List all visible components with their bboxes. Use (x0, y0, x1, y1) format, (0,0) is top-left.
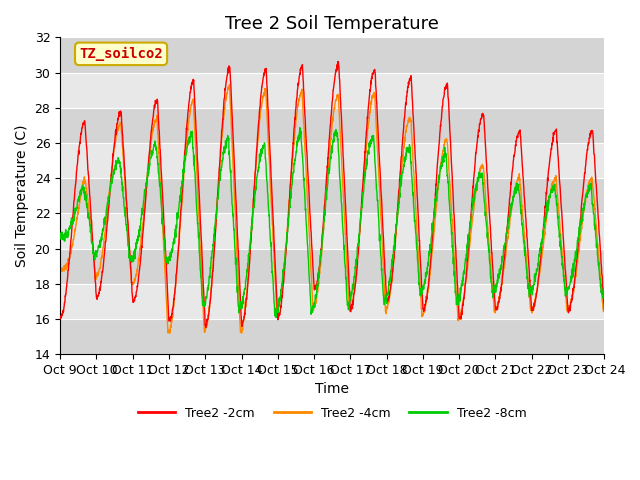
Tree2 -2cm (202, 325, 210, 331)
Bar (60, 108, 604, 143)
Line: Tree2 -2cm: Tree2 -2cm (60, 61, 604, 328)
Legend: Tree2 -2cm, Tree2 -4cm, Tree2 -8cm: Tree2 -2cm, Tree2 -4cm, Tree2 -8cm (132, 402, 532, 424)
Line: Tree2 -8cm: Tree2 -8cm (60, 128, 604, 317)
Tree2 -2cm (600, 306, 608, 312)
Tree2 -2cm (491, 296, 499, 302)
Tree2 -2cm (348, 304, 356, 310)
Tree2 -4cm (166, 330, 173, 336)
Tree2 -8cm (56, 233, 64, 239)
Bar (60, 249, 604, 284)
Text: TZ_soilco2: TZ_soilco2 (79, 47, 163, 61)
Tree2 -2cm (56, 315, 64, 321)
Tree2 -2cm (568, 296, 575, 302)
Tree2 -8cm (553, 203, 561, 208)
Title: Tree 2 Soil Temperature: Tree 2 Soil Temperature (225, 15, 439, 33)
Tree2 -8cm (360, 179, 368, 185)
Tree2 -4cm (348, 297, 356, 302)
X-axis label: Time: Time (316, 383, 349, 396)
Tree2 -4cm (56, 268, 64, 274)
Tree2 -4cm (600, 307, 608, 313)
Tree2 -4cm (360, 173, 368, 179)
Tree2 -8cm (348, 285, 356, 291)
Bar (60, 37, 604, 72)
Tree2 -2cm (553, 131, 561, 136)
Tree2 -4cm (568, 295, 575, 301)
Bar (60, 319, 604, 354)
Tree2 -4cm (553, 183, 561, 189)
Tree2 -8cm (296, 125, 303, 131)
Tree2 -8cm (208, 252, 216, 258)
Tree2 -2cm (208, 275, 216, 281)
Bar (60, 178, 604, 213)
Tree2 -8cm (272, 314, 280, 320)
Tree2 -2cm (334, 59, 342, 64)
Y-axis label: Soil Temperature (C): Soil Temperature (C) (15, 124, 29, 267)
Line: Tree2 -4cm: Tree2 -4cm (60, 84, 604, 333)
Tree2 -2cm (360, 164, 368, 169)
Tree2 -4cm (491, 308, 499, 313)
Tree2 -8cm (491, 288, 499, 294)
Tree2 -8cm (600, 286, 608, 291)
Tree2 -4cm (226, 82, 234, 87)
Tree2 -4cm (208, 275, 216, 281)
Tree2 -8cm (568, 266, 575, 272)
